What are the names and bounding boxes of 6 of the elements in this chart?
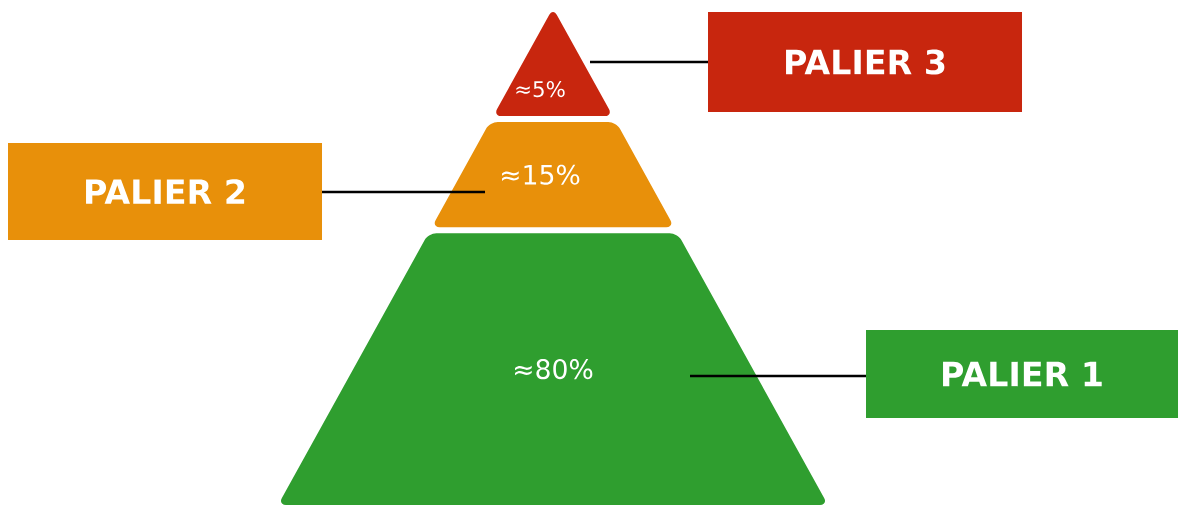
data-label: ≈15% <box>502 164 580 185</box>
category-label: PALIER 3 <box>786 49 945 75</box>
category-label: PALIER 2 <box>86 179 245 204</box>
data-label: ≈80% <box>515 359 593 380</box>
category-label: PALIER 1 <box>943 361 1102 387</box>
data-label: ≈5% <box>516 81 565 98</box>
